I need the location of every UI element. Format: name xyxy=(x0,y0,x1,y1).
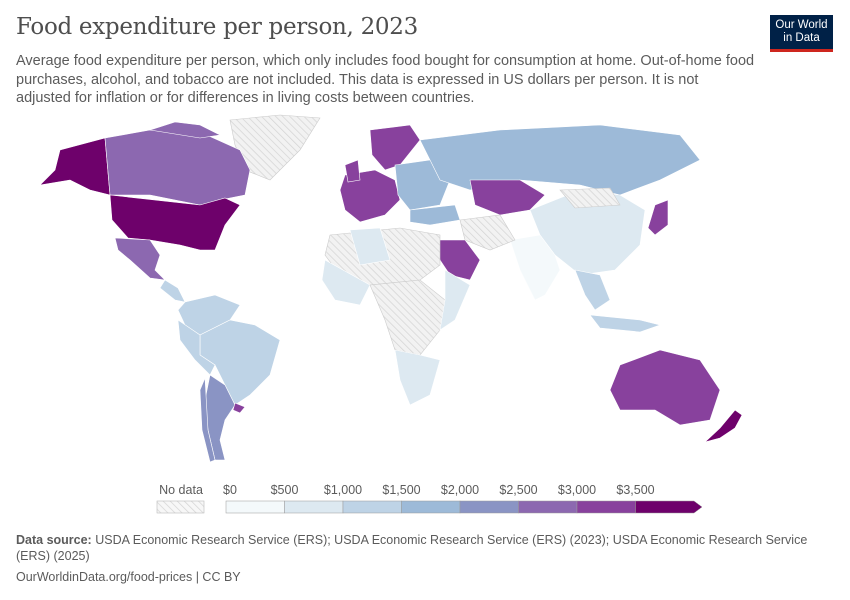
legend-bin[interactable] xyxy=(342,500,402,514)
legend-bin[interactable] xyxy=(518,500,578,514)
source-text: USDA Economic Research Service (ERS); US… xyxy=(16,533,808,563)
legend-tick-label: $1,000 xyxy=(323,483,363,497)
country-western-europe[interactable] xyxy=(339,169,401,223)
legend-no-data-swatch xyxy=(156,500,205,514)
legend-scale xyxy=(156,500,703,514)
country-uk[interactable] xyxy=(344,159,361,183)
source-label: Data source: xyxy=(16,533,92,547)
country-mexico[interactable] xyxy=(114,237,166,281)
owid-logo[interactable]: Our World in Data xyxy=(770,15,833,52)
country-russia[interactable] xyxy=(419,124,701,196)
country-japan[interactable] xyxy=(647,199,669,236)
country-mongolia[interactable] xyxy=(559,187,621,209)
country-algeria-egypt[interactable] xyxy=(349,227,391,266)
country-west-africa[interactable] xyxy=(321,259,371,306)
legend-bin[interactable] xyxy=(576,500,636,514)
country-southern-africa[interactable] xyxy=(394,349,441,406)
legend-tick-label: $2,500 xyxy=(499,483,538,497)
country-chile[interactable] xyxy=(199,377,216,463)
country-australia[interactable] xyxy=(609,349,721,426)
legend-bin[interactable] xyxy=(284,500,344,514)
country-central-america[interactable] xyxy=(159,279,186,303)
legend-bin[interactable] xyxy=(401,500,461,514)
country-new-zealand[interactable] xyxy=(704,409,743,443)
legend-tick-label: $0 xyxy=(223,483,237,497)
country-canada[interactable] xyxy=(104,129,251,206)
country-usa[interactable] xyxy=(109,194,241,251)
country-uruguay[interactable] xyxy=(232,402,246,414)
logo-line-1: Our World xyxy=(775,19,828,31)
country-alaska[interactable] xyxy=(39,137,111,196)
legend-tick-label: $1,500 xyxy=(382,483,421,497)
world-map xyxy=(39,114,743,463)
country-india[interactable] xyxy=(509,234,561,301)
country-peru-bolivia[interactable] xyxy=(177,319,216,376)
country-indonesia[interactable] xyxy=(589,314,662,333)
legend-bin[interactable] xyxy=(225,500,285,514)
country-central-africa[interactable] xyxy=(369,279,446,356)
logo-line-2: in Data xyxy=(783,32,820,44)
legend-tick-label: $500 xyxy=(270,483,299,497)
country-iran-region[interactable] xyxy=(459,214,516,251)
legend-bin[interactable] xyxy=(459,500,519,514)
country-turkey-middle[interactable] xyxy=(409,204,461,226)
country-east-africa[interactable] xyxy=(439,269,471,331)
chart-title: Food expenditure per person, 2023 xyxy=(16,14,418,40)
country-southeast-asia[interactable] xyxy=(574,269,611,311)
data-source: Data source: USDA Economic Research Serv… xyxy=(16,532,836,564)
legend-no-data-label: No data xyxy=(159,483,203,497)
legend-tick-label: $2,000 xyxy=(440,483,480,497)
legend-bin[interactable] xyxy=(635,500,703,514)
country-saudi-arabia[interactable] xyxy=(434,239,481,281)
country-canada-islands[interactable] xyxy=(149,121,221,139)
chart-subtitle: Average food expenditure per person, whi… xyxy=(16,53,755,106)
legend-tick-label: $3,500 xyxy=(616,483,655,497)
legend-tick-label: $3,000 xyxy=(557,483,597,497)
url-license[interactable]: OurWorldinData.org/food-prices | CC BY xyxy=(16,570,241,584)
color-legend: No data $0 $500 $1,000 $1,500 $2,000 $2,500 $3… xyxy=(0,480,850,520)
